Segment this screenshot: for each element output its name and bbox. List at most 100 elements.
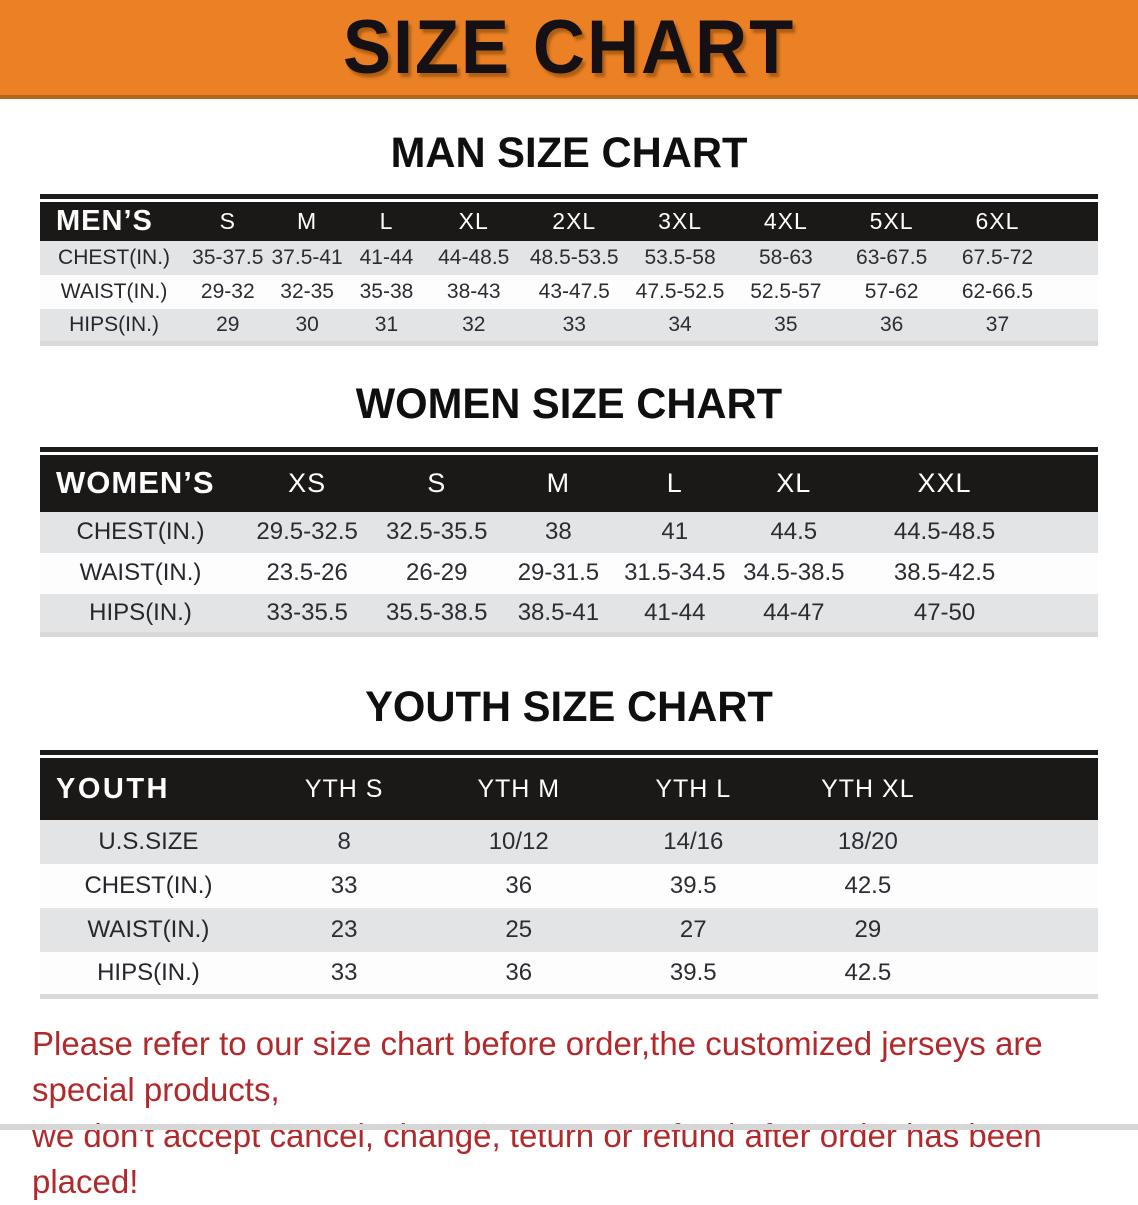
table-cell: 44-48.5: [438, 246, 510, 269]
youth-chest-row: CHEST(IN.) 33 36 39.5 42.5: [40, 864, 1098, 908]
table-cell: 43-47.5: [538, 280, 610, 303]
table-cell: 25: [505, 916, 533, 943]
table-cell: 29-32: [200, 280, 255, 303]
youth-header-row: YOUTH YTH S YTH M YTH L YTH XL: [40, 758, 1098, 820]
table-cell: 44-47: [763, 598, 825, 626]
row-label: WAIST(IN.): [60, 280, 168, 303]
men-col-header: XL: [458, 208, 489, 234]
table-cell: 29: [216, 312, 240, 336]
row-label: WAIST(IN.): [87, 916, 210, 943]
table-cell: 27: [679, 916, 707, 943]
table-cell: 36: [505, 958, 533, 986]
men-table-wrap: MEN’S S M L XL 2XL 3XL 4XL 5XL 6XL CHEST…: [40, 194, 1098, 346]
table-cell: 37: [985, 312, 1010, 336]
men-col-header: 5XL: [869, 208, 914, 234]
men-corner-label: MEN’S: [56, 205, 153, 237]
women-col-header: XS: [288, 467, 327, 498]
spacer-cell: [1050, 202, 1098, 241]
table-cell: 33-35.5: [266, 598, 348, 626]
table-cell: 31: [374, 312, 399, 336]
table-cell: 37.5-41: [271, 246, 343, 269]
table-cell: 33: [562, 312, 586, 336]
row-label: CHEST(IN.): [58, 246, 171, 269]
notice-line-1: Please refer to our size chart before or…: [32, 1024, 1043, 1108]
youth-col-header: YTH M: [477, 774, 561, 803]
youth-size-table: YOUTH YTH S YTH M YTH L YTH XL U.S.SIZE …: [40, 758, 1098, 999]
table-cell: 44.5-48.5: [893, 518, 996, 545]
table-cell: 8: [337, 828, 351, 855]
table-cell: 52.5-57: [750, 280, 822, 303]
table-cell: 33: [330, 872, 358, 899]
women-chest-row: CHEST(IN.) 29.5-32.5 32.5-35.5 38 41 44.…: [40, 511, 1098, 553]
table-cell: 47.5-52.5: [635, 280, 725, 303]
table-cell: 23: [330, 916, 358, 943]
table-cell: 33: [330, 958, 358, 986]
women-col-header: XXL: [917, 467, 972, 498]
men-col-header: 4XL: [763, 208, 808, 234]
men-section-heading: MAN SIZE CHART: [390, 129, 748, 177]
table-cell: 32: [462, 312, 486, 336]
table-cell: 35: [774, 312, 798, 336]
spacer-cell: [955, 952, 1098, 996]
women-section-heading: WOMEN SIZE CHART: [355, 379, 783, 428]
table-cell: 30: [295, 312, 319, 336]
table-cell: 42.5: [844, 872, 892, 899]
row-label: HIPS(IN.): [97, 958, 200, 986]
table-cell: 38.5-42.5: [893, 559, 996, 586]
men-hips-row: HIPS(IN.) 29 30 31 32 33 34 35 36 37: [40, 309, 1098, 343]
table-cell: 41-44: [644, 598, 706, 626]
men-col-header: M: [297, 208, 318, 234]
women-corner-label: WOMEN’S: [56, 465, 215, 500]
table-cell: 47-50: [913, 598, 976, 626]
table-cell: 38-43: [446, 280, 501, 303]
table-cell: 32.5-35.5: [386, 518, 488, 545]
table-cell: 29: [854, 916, 882, 943]
table-cell: 26-29: [406, 559, 468, 586]
women-table-top-border: [40, 446, 1098, 452]
spacer-cell: [1050, 309, 1098, 343]
women-size-section: WOMEN SIZE CHART WOMEN’S XS S M L XL XXL: [0, 379, 1138, 637]
table-cell: 32-35: [280, 280, 334, 303]
bottom-edge-divider: [0, 1124, 1138, 1130]
table-cell: 44.5: [770, 518, 818, 545]
table-cell: 36: [879, 312, 904, 336]
table-cell: 38: [545, 518, 572, 545]
youth-col-header: YTH XL: [821, 774, 915, 803]
table-cell: 39.5: [669, 958, 717, 986]
men-size-section: MAN SIZE CHART MEN’S S M L XL 2XL 3XL 4X…: [0, 129, 1138, 346]
table-cell: 67.5-72: [961, 246, 1034, 269]
women-hips-row: HIPS(IN.) 33-35.5 35.5-38.5 38.5-41 41-4…: [40, 593, 1098, 635]
table-cell: 62-66.5: [961, 280, 1034, 303]
table-cell: 10/12: [488, 828, 549, 855]
table-cell: 48.5-53.5: [529, 246, 619, 269]
youth-col-header: YTH L: [655, 774, 732, 803]
men-col-header: S: [219, 208, 236, 234]
women-col-header: XL: [776, 467, 812, 498]
table-cell: 23.5-26: [266, 559, 348, 586]
table-cell: 18/20: [837, 828, 898, 855]
spacer-cell: [955, 908, 1098, 952]
table-cell: 42.5: [844, 958, 892, 986]
spacer-cell: [1034, 553, 1098, 594]
spacer-cell: [1034, 455, 1098, 512]
table-cell: 41-44: [359, 246, 414, 269]
women-size-table: WOMEN’S XS S M L XL XXL CHEST(IN.) 29.5-…: [40, 454, 1098, 637]
spacer-cell: [1034, 594, 1098, 635]
table-cell: 29-31.5: [517, 559, 600, 586]
youth-hips-row: HIPS(IN.) 33 36 39.5 42.5: [40, 952, 1098, 996]
table-cell: 57-62: [864, 280, 919, 303]
youth-table-top-border: [40, 750, 1098, 755]
row-label: U.S.SIZE: [98, 828, 199, 855]
youth-corner-label: YOUTH: [56, 772, 170, 805]
page-title: SIZE CHART: [342, 5, 796, 90]
men-waist-row: WAIST(IN.) 29-32 32-35 35-38 38-43 43-47…: [40, 275, 1098, 309]
women-waist-row: WAIST(IN.) 23.5-26 26-29 29-31.5 31.5-34…: [40, 552, 1098, 594]
spacer-cell: [955, 864, 1098, 908]
men-chest-row: CHEST(IN.) 35-37.5 37.5-41 41-44 44-48.5…: [40, 241, 1098, 275]
men-col-header: 3XL: [658, 208, 703, 234]
women-col-header: L: [666, 467, 683, 498]
row-label: HIPS(IN.): [89, 598, 192, 626]
women-col-header: S: [427, 467, 447, 498]
table-cell: 34: [668, 312, 692, 336]
women-table-wrap: WOMEN’S XS S M L XL XXL CHEST(IN.) 29.5-…: [40, 446, 1098, 637]
